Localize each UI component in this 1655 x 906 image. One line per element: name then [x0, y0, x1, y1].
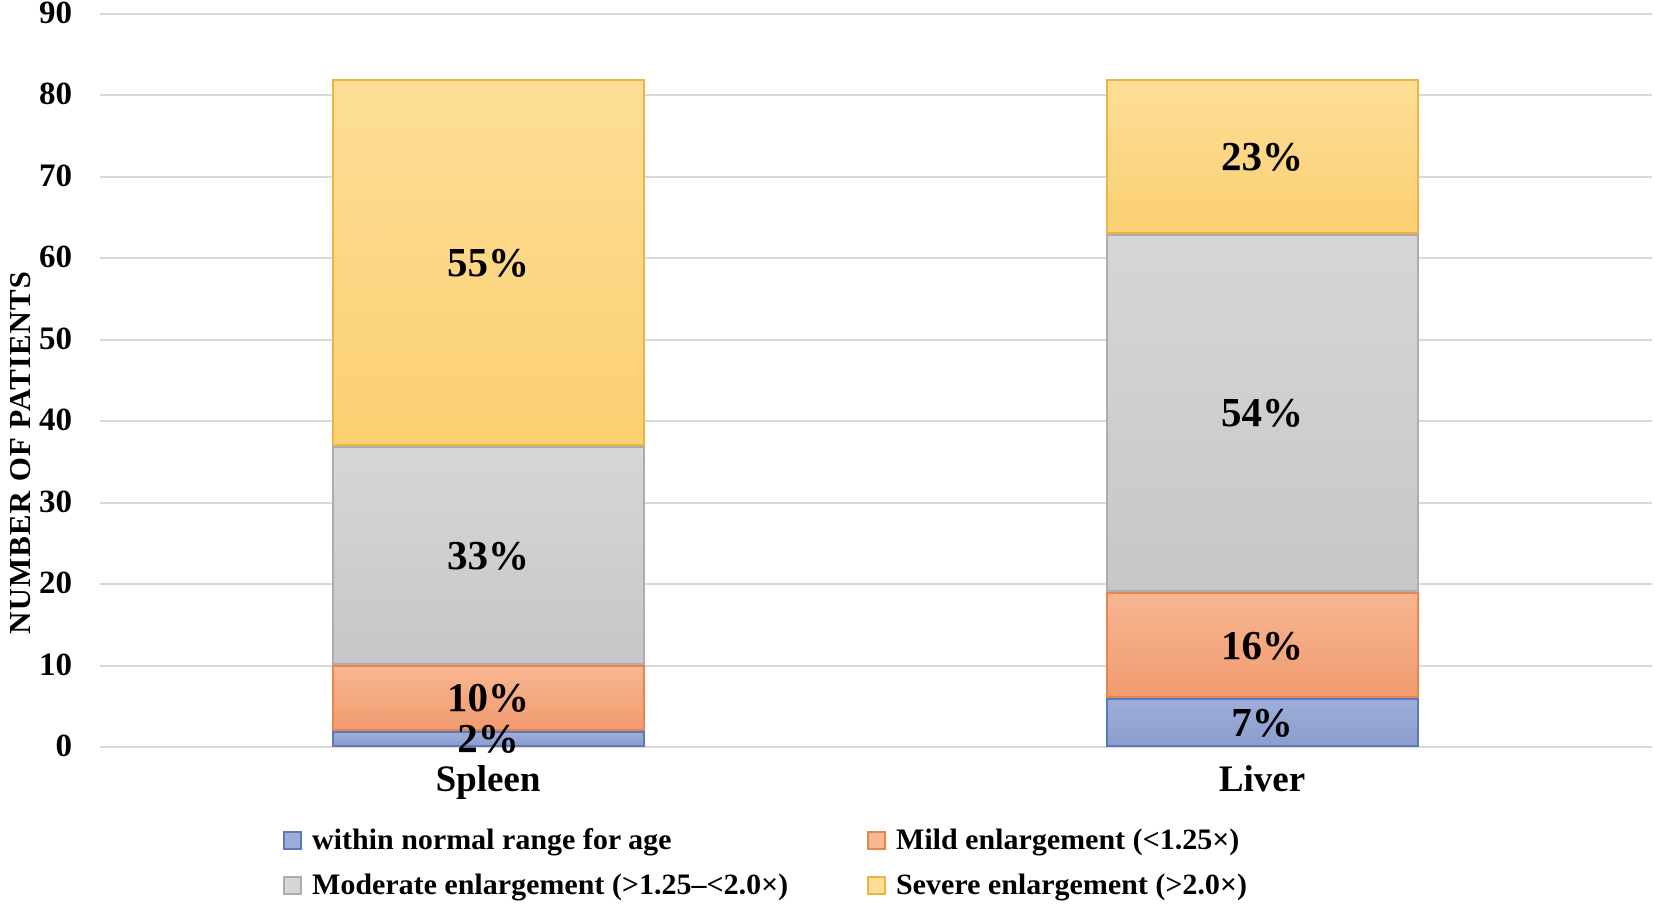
data-label: 2% — [457, 715, 519, 762]
plot-area: 55% 33% 10% 2% 23% 54% 16% 7% — [100, 13, 1652, 759]
bar-liver: 23% 54% 16% 7% — [1105, 79, 1419, 747]
legend-label: Mild enlargement (<1.25×) — [896, 823, 1240, 856]
data-label: 10% — [447, 674, 529, 721]
legend-swatch-icon — [283, 830, 302, 850]
gridline — [100, 338, 1652, 341]
bar-segment: 33% — [331, 445, 645, 666]
legend-label: Moderate enlargement (>1.25–<2.0×) — [312, 868, 789, 901]
legend-item: within normal range for age — [283, 824, 671, 856]
y-tick-label: 60 — [39, 239, 72, 276]
x-category-label: Liver — [1218, 759, 1306, 800]
data-label: 54% — [1221, 389, 1303, 436]
legend-item: Mild enlargement (<1.25×) — [867, 824, 1239, 856]
y-tick-label: 80 — [39, 76, 72, 113]
bar-segment: 23% — [1105, 79, 1419, 234]
y-tick-label: 0 — [55, 728, 73, 764]
y-tick-label: 70 — [39, 157, 72, 194]
gridline — [100, 175, 1652, 178]
data-label: 55% — [447, 238, 529, 285]
y-tick-label: 50 — [39, 320, 72, 357]
x-axis-line — [100, 746, 1652, 748]
gridline — [100, 13, 1652, 15]
y-tick-label: 30 — [39, 483, 72, 520]
gridline — [100, 257, 1652, 260]
bar-segment: 54% — [1105, 233, 1419, 593]
legend-swatch-icon — [867, 875, 886, 895]
legend-label: Severe enlargement (>2.0×) — [896, 868, 1248, 901]
gridline — [100, 583, 1652, 586]
bar-segment: 55% — [331, 79, 645, 446]
legend-swatch-icon — [867, 830, 886, 850]
legend-swatch-icon — [283, 875, 302, 895]
bar-segment: 2% — [331, 718, 645, 759]
y-tick-label: 20 — [39, 565, 72, 602]
bar-segment: 7% — [1105, 697, 1419, 747]
legend-label: within normal range for age — [312, 823, 672, 856]
gridline — [100, 501, 1652, 504]
y-tick-label: 10 — [39, 646, 72, 683]
y-tick-label: 40 — [39, 402, 72, 439]
data-label: 33% — [447, 531, 529, 578]
gridline — [100, 94, 1652, 97]
bar-segment: 16% — [1105, 592, 1419, 698]
bar-spleen: 55% 33% 10% 2% — [331, 79, 645, 759]
data-label: 16% — [1221, 621, 1303, 668]
gridline — [100, 664, 1652, 667]
y-tick-label: 90 — [39, 0, 72, 31]
legend-item: Moderate enlargement (>1.25–<2.0×) — [283, 869, 788, 901]
bar-segment: 10% — [331, 665, 645, 731]
x-category-label: Spleen — [435, 759, 541, 800]
data-label: 7% — [1231, 698, 1293, 745]
gridline — [100, 420, 1652, 423]
data-label: 23% — [1221, 132, 1303, 179]
legend-item: Severe enlargement (>2.0×) — [867, 869, 1247, 901]
